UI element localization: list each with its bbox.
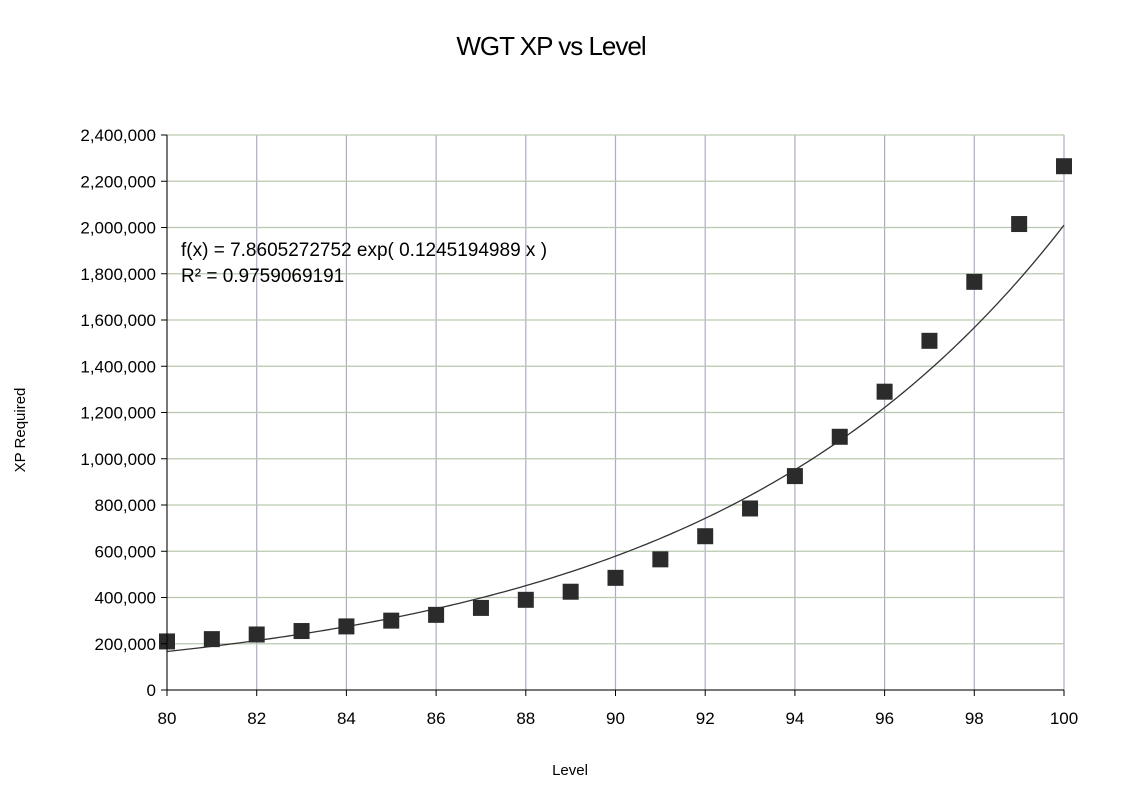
- y-tick-labels: 0 200,000 400,000 600,000 800,000 1,000,000 1,…: [80, 126, 156, 700]
- y-tick-label: 800,000: [95, 496, 156, 515]
- chart-title: WGT XP vs Level: [456, 31, 645, 61]
- data-point-marker: [742, 500, 759, 517]
- y-axis-title: XP Required: [12, 388, 29, 473]
- x-tick-label: 82: [247, 709, 266, 728]
- x-tick-label: 100: [1050, 709, 1078, 728]
- data-point-marker: [338, 618, 355, 635]
- x-tick-label: 96: [875, 709, 894, 728]
- x-tick-label: 92: [696, 709, 715, 728]
- data-point-marker: [652, 551, 669, 568]
- x-tick-label: 88: [516, 709, 535, 728]
- y-tick-label: 1,800,000: [80, 265, 156, 284]
- x-tick-label: 84: [337, 709, 356, 728]
- y-tick-label: 600,000: [95, 542, 156, 561]
- data-point-marker: [966, 273, 983, 290]
- data-point-marker: [562, 583, 579, 600]
- axes: [161, 134, 1065, 696]
- trendline-r-squared: R² = 0.9759069191: [181, 266, 344, 287]
- y-tick-label: 0: [147, 681, 156, 700]
- x-tick-label: 94: [785, 709, 804, 728]
- y-tick-label: 400,000: [95, 589, 156, 608]
- data-point-marker: [831, 428, 848, 445]
- x-tick-labels: 80 82 84 86 88 90 92 94 96 98 100: [158, 709, 1079, 728]
- x-axis-title: Level: [552, 762, 588, 779]
- data-points: [159, 158, 1072, 650]
- data-point-marker: [472, 599, 489, 616]
- data-point-marker: [876, 383, 893, 400]
- data-point-marker: [428, 606, 445, 623]
- trendline-equation: f(x) = 7.8605272752 exp( 0.1245194989 x …: [181, 240, 547, 261]
- data-point-marker: [517, 591, 534, 608]
- y-tick-label: 1,000,000: [80, 450, 156, 469]
- y-tick-label: 1,600,000: [80, 311, 156, 330]
- data-point-marker: [607, 569, 624, 586]
- grid-lines: [166, 134, 1065, 691]
- y-tick-label: 2,200,000: [80, 172, 156, 191]
- data-point-marker: [786, 468, 803, 485]
- data-point-marker: [1011, 216, 1028, 233]
- y-tick-label: 2,400,000: [80, 126, 156, 145]
- trendline-group: [166, 224, 1065, 653]
- data-point-marker: [921, 332, 938, 349]
- y-tick-label: 1,200,000: [80, 404, 156, 423]
- x-tick-label: 98: [965, 709, 984, 728]
- x-tick-label: 80: [158, 709, 177, 728]
- data-point-marker: [1056, 158, 1072, 175]
- y-tick-label: 2,000,000: [80, 219, 156, 238]
- y-tick-label: 1,400,000: [80, 357, 156, 376]
- data-point-marker: [697, 528, 714, 545]
- data-point-marker: [203, 631, 220, 648]
- trendline-curve: [166, 224, 1065, 653]
- x-tick-label: 86: [427, 709, 446, 728]
- y-tick-label: 200,000: [95, 635, 156, 654]
- data-point-marker: [248, 626, 265, 643]
- data-point-marker: [383, 612, 400, 629]
- x-tick-label: 90: [606, 709, 625, 728]
- data-point-marker: [293, 623, 310, 640]
